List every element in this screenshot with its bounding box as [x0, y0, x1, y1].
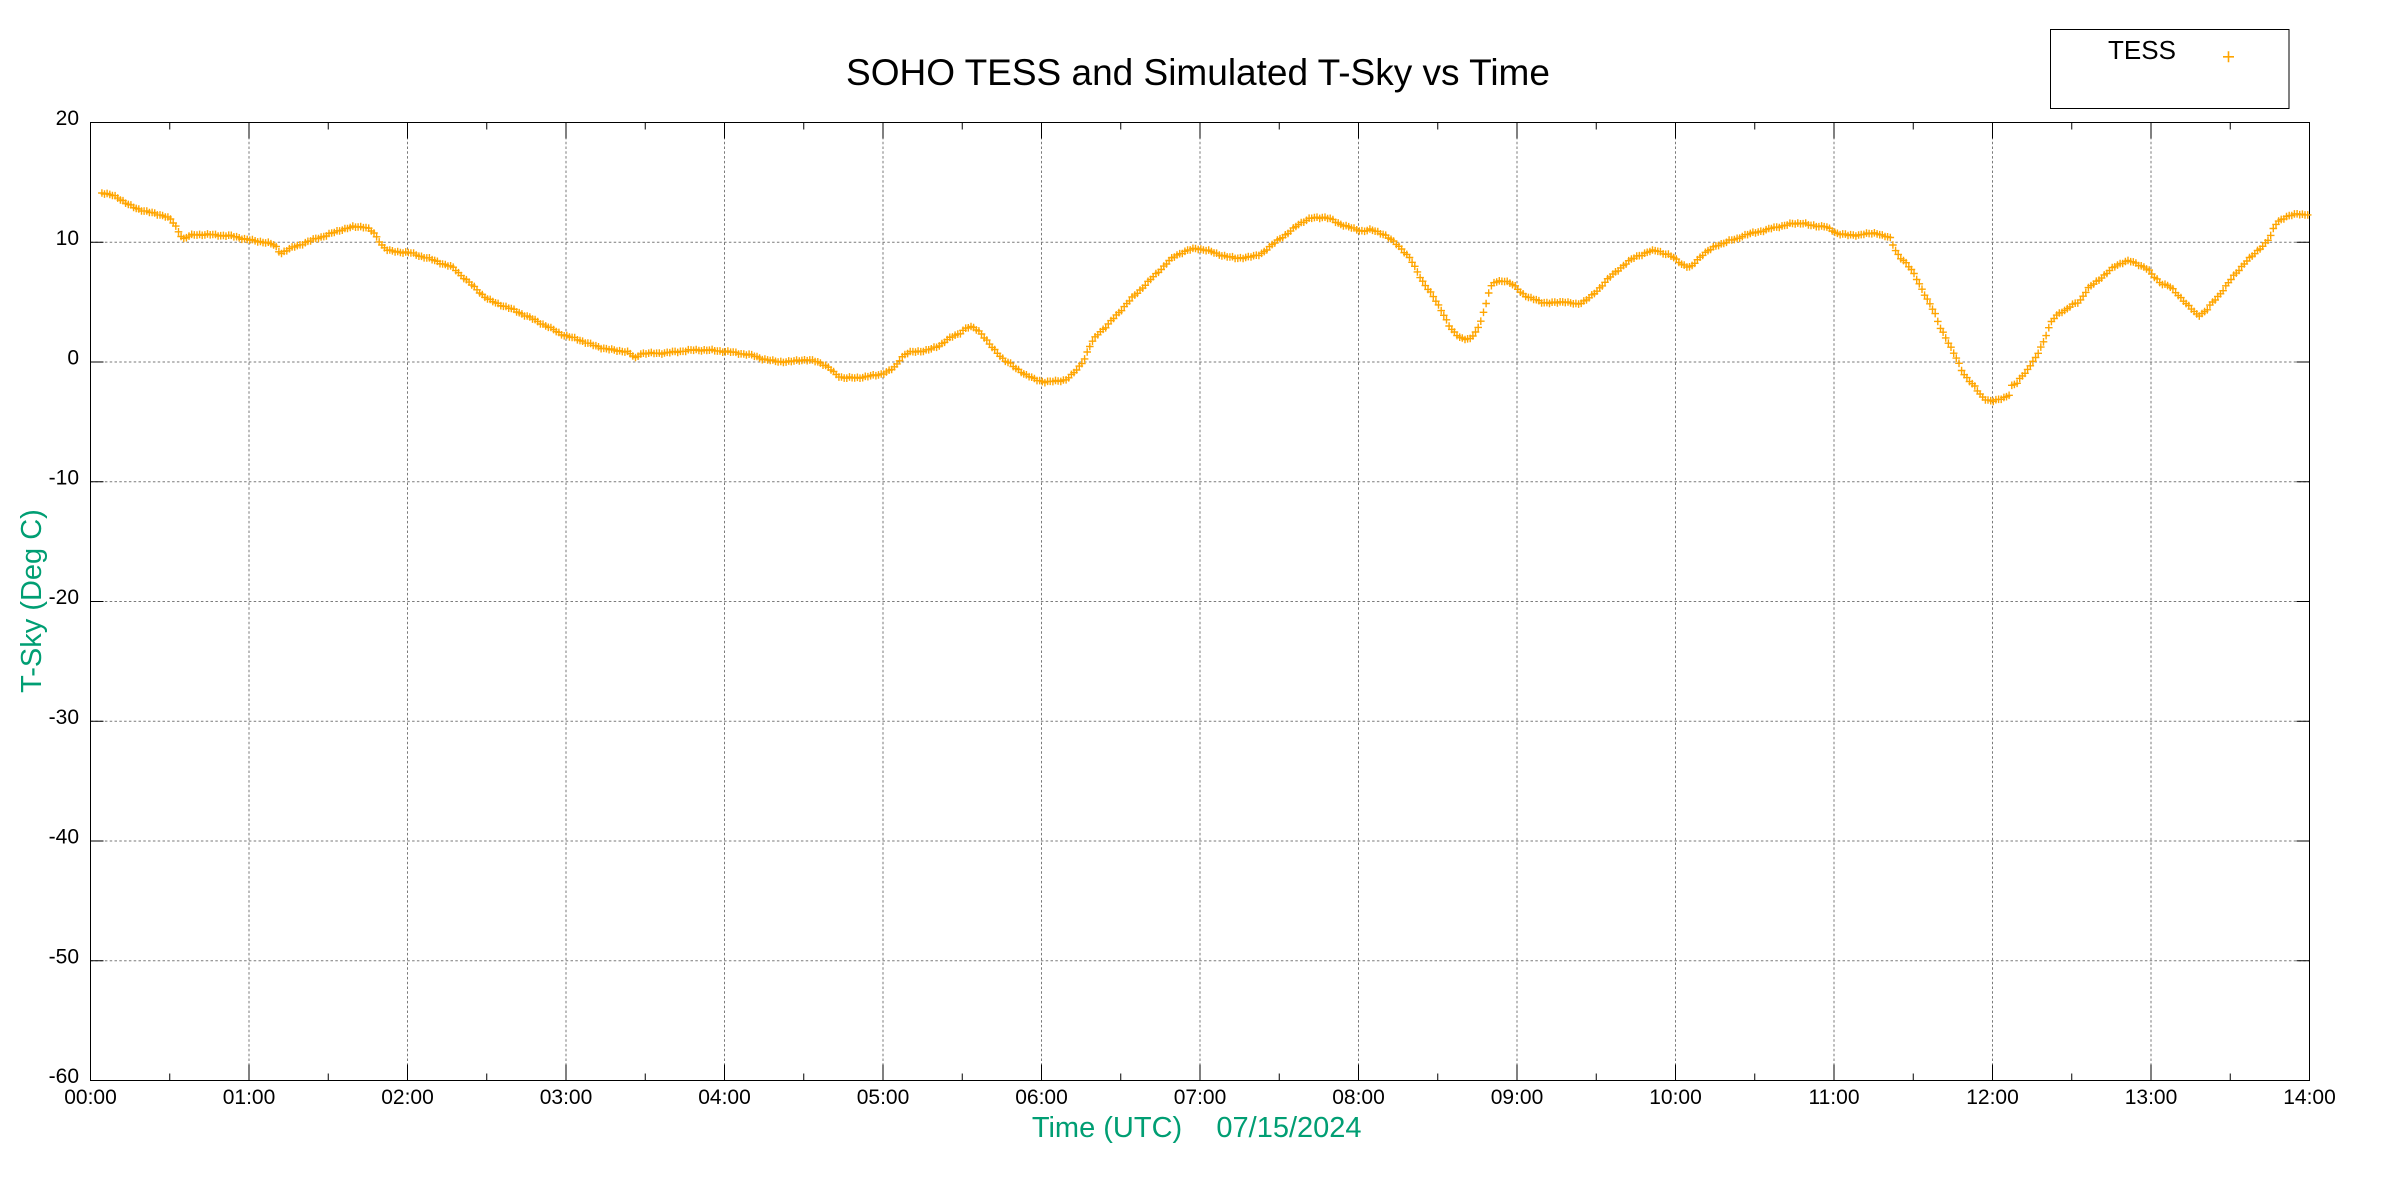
svg-text:14:00: 14:00: [2283, 1086, 2336, 1109]
svg-text:00:00: 00:00: [64, 1086, 117, 1109]
svg-text:T-Sky (Deg C): T-Sky (Deg C): [16, 509, 48, 693]
svg-text:07/15/2024: 07/15/2024: [1216, 1112, 1361, 1144]
svg-text:06:00: 06:00: [1015, 1086, 1068, 1109]
svg-text:Time (UTC): Time (UTC): [1032, 1112, 1182, 1144]
svg-text:0: 0: [67, 347, 79, 370]
svg-text:13:00: 13:00: [2125, 1086, 2178, 1109]
svg-text:10:00: 10:00: [1649, 1086, 1702, 1109]
svg-text:02:00: 02:00: [381, 1086, 434, 1109]
svg-text:08:00: 08:00: [1332, 1086, 1385, 1109]
svg-text:03:00: 03:00: [540, 1086, 593, 1109]
svg-text:01:00: 01:00: [223, 1086, 276, 1109]
svg-text:07:00: 07:00: [1174, 1086, 1227, 1109]
svg-text:-50: -50: [49, 945, 79, 968]
svg-text:12:00: 12:00: [1966, 1086, 2019, 1109]
svg-text:-30: -30: [49, 706, 79, 729]
svg-text:-10: -10: [49, 466, 79, 489]
svg-text:04:00: 04:00: [698, 1086, 751, 1109]
svg-text:TESS: TESS: [2108, 35, 2176, 65]
svg-text:20: 20: [56, 107, 79, 130]
svg-text:-60: -60: [49, 1065, 79, 1088]
svg-text:SOHO TESS and Simulated T-Sky: SOHO TESS and Simulated T-Sky vs Time: [846, 52, 1550, 93]
svg-text:10: 10: [56, 227, 79, 250]
svg-text:-20: -20: [49, 586, 79, 609]
svg-text:11:00: 11:00: [1809, 1086, 1860, 1109]
svg-text:09:00: 09:00: [1491, 1086, 1544, 1109]
svg-text:-40: -40: [49, 826, 79, 849]
svg-text:05:00: 05:00: [857, 1086, 910, 1109]
